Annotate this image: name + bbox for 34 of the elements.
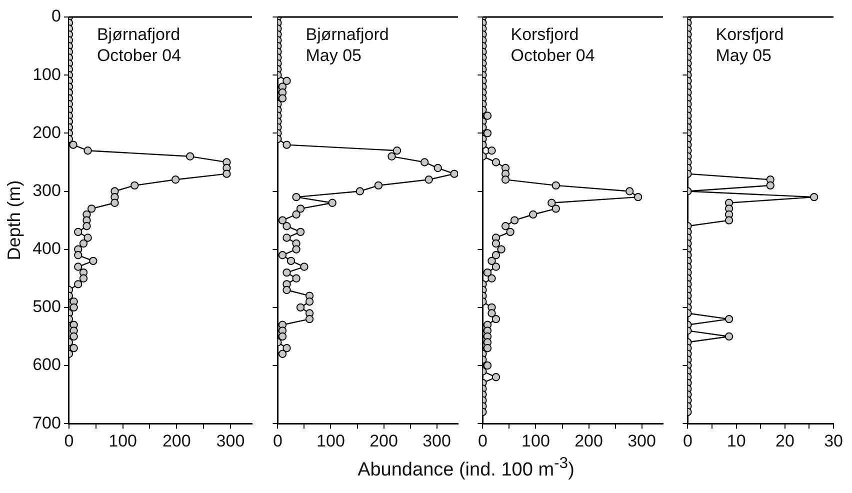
x-tick-label: 10 xyxy=(726,431,746,450)
x-tick-label: 200 xyxy=(574,431,603,450)
y-tick-label: 500 xyxy=(32,297,61,316)
x-tick-label: 100 xyxy=(522,431,550,450)
y-tick-label: 100 xyxy=(32,64,61,84)
text: October 04 xyxy=(96,46,182,66)
text: Korsfjord xyxy=(510,25,579,44)
x-axis-title: Abundance (ind. 100 m$^{-3}$) xyxy=(356,455,576,482)
x-tick-label: 300 xyxy=(422,431,451,450)
x-tick-label: 0 xyxy=(478,431,488,450)
x-tick-label: 100 xyxy=(316,431,345,450)
y-tick-label: 0 xyxy=(51,6,61,26)
text: Bjørnafjord xyxy=(306,25,389,44)
x-tick-label: 0 xyxy=(64,431,74,450)
text: Bjørnafjord xyxy=(96,25,180,44)
y-tick-label: 200 xyxy=(32,122,61,142)
x-tick-label: 20 xyxy=(775,431,794,450)
y-tick-label: 700 xyxy=(32,413,61,432)
text: May 05 xyxy=(306,46,362,66)
y-tick-label: 600 xyxy=(32,355,61,374)
text: October 04 xyxy=(510,46,595,66)
x-tick-label: 100 xyxy=(108,431,137,450)
x-tick-label: 30 xyxy=(824,431,844,450)
x-tick-label: 200 xyxy=(370,431,398,450)
x-tick-label: 0 xyxy=(272,431,282,450)
x-tick-label: 300 xyxy=(628,431,656,450)
text: Korsfjord xyxy=(716,25,784,44)
text: May 05 xyxy=(716,46,772,66)
x-tick-label: 200 xyxy=(162,431,191,450)
y-axis-title: Depth (m) xyxy=(4,180,24,260)
y-tick-label: 400 xyxy=(32,239,61,258)
x-tick-label: 300 xyxy=(216,431,245,450)
y-tick-label: 300 xyxy=(32,180,61,200)
x-tick-label: 0 xyxy=(682,431,692,450)
